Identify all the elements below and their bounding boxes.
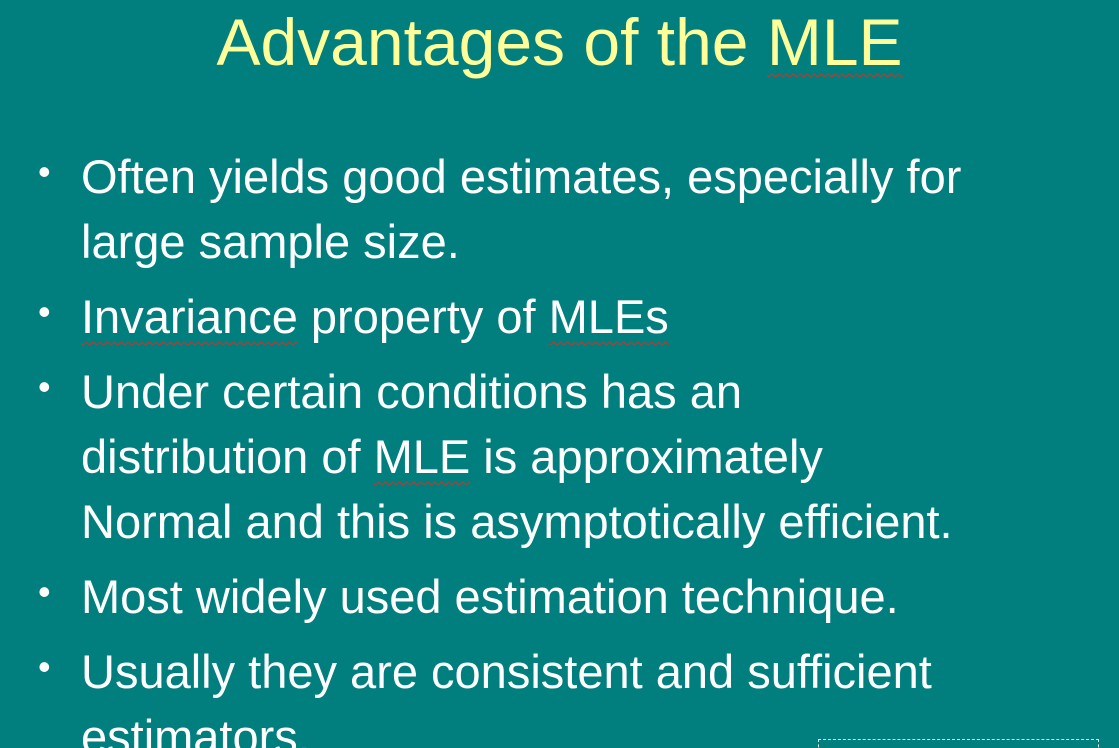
bullet-1-line-1: Often yields good estimates, especially … bbox=[81, 150, 962, 203]
bullet-dot-icon: • bbox=[38, 291, 51, 332]
bullet-1-line-2: large sample size. bbox=[81, 215, 460, 268]
bullet-dot-icon: • bbox=[38, 571, 51, 612]
bullet-4-line-1: Most widely used estimation technique. bbox=[81, 570, 899, 623]
bullet-2-middle: property of bbox=[297, 290, 549, 343]
bullet-5-line-1: Usually they are consistent and sufficie… bbox=[81, 645, 932, 698]
title-text: Advantages of the bbox=[216, 5, 767, 79]
slide-title: Advantages of the MLE bbox=[0, 2, 1119, 82]
bullet-item-5: • Usually they are consistent and suffic… bbox=[0, 639, 1119, 748]
bullet-3-line-2-start: distribution of bbox=[81, 430, 374, 483]
bullet-item-1: • Often yields good estimates, especiall… bbox=[0, 144, 1119, 274]
bullet-dot-icon: • bbox=[38, 366, 51, 407]
placeholder-box bbox=[818, 739, 1099, 748]
bullet-3-line-3: Normal and this is asymptotically effici… bbox=[81, 495, 953, 548]
bullet-dot-icon: • bbox=[38, 151, 51, 192]
bullet-item-2: • Invariance property of MLEs bbox=[0, 284, 1119, 349]
bullet-3-line-2: distribution of MLE is approximately bbox=[81, 424, 1119, 489]
bullet-2-invariance: Invariance bbox=[81, 290, 298, 343]
bullet-item-4: • Most widely used estimation technique. bbox=[0, 564, 1119, 629]
bullet-dot-icon: • bbox=[38, 646, 51, 687]
bullet-2-mles: MLEs bbox=[548, 290, 669, 343]
bullet-list: • Often yields good estimates, especiall… bbox=[0, 144, 1119, 748]
bullet-3-line-2-end: is approximately bbox=[470, 430, 823, 483]
bullet-3-line-1: Under certain conditions has an bbox=[81, 365, 743, 418]
bullet-3-mle: MLE bbox=[373, 430, 471, 483]
bullet-item-3: • Under certain conditions has an distri… bbox=[0, 359, 1119, 554]
bullet-2-line-1: Invariance property of MLEs bbox=[81, 284, 1119, 349]
title-mle: MLE bbox=[766, 5, 903, 79]
bullet-5-line-2: estimators. bbox=[81, 710, 311, 748]
